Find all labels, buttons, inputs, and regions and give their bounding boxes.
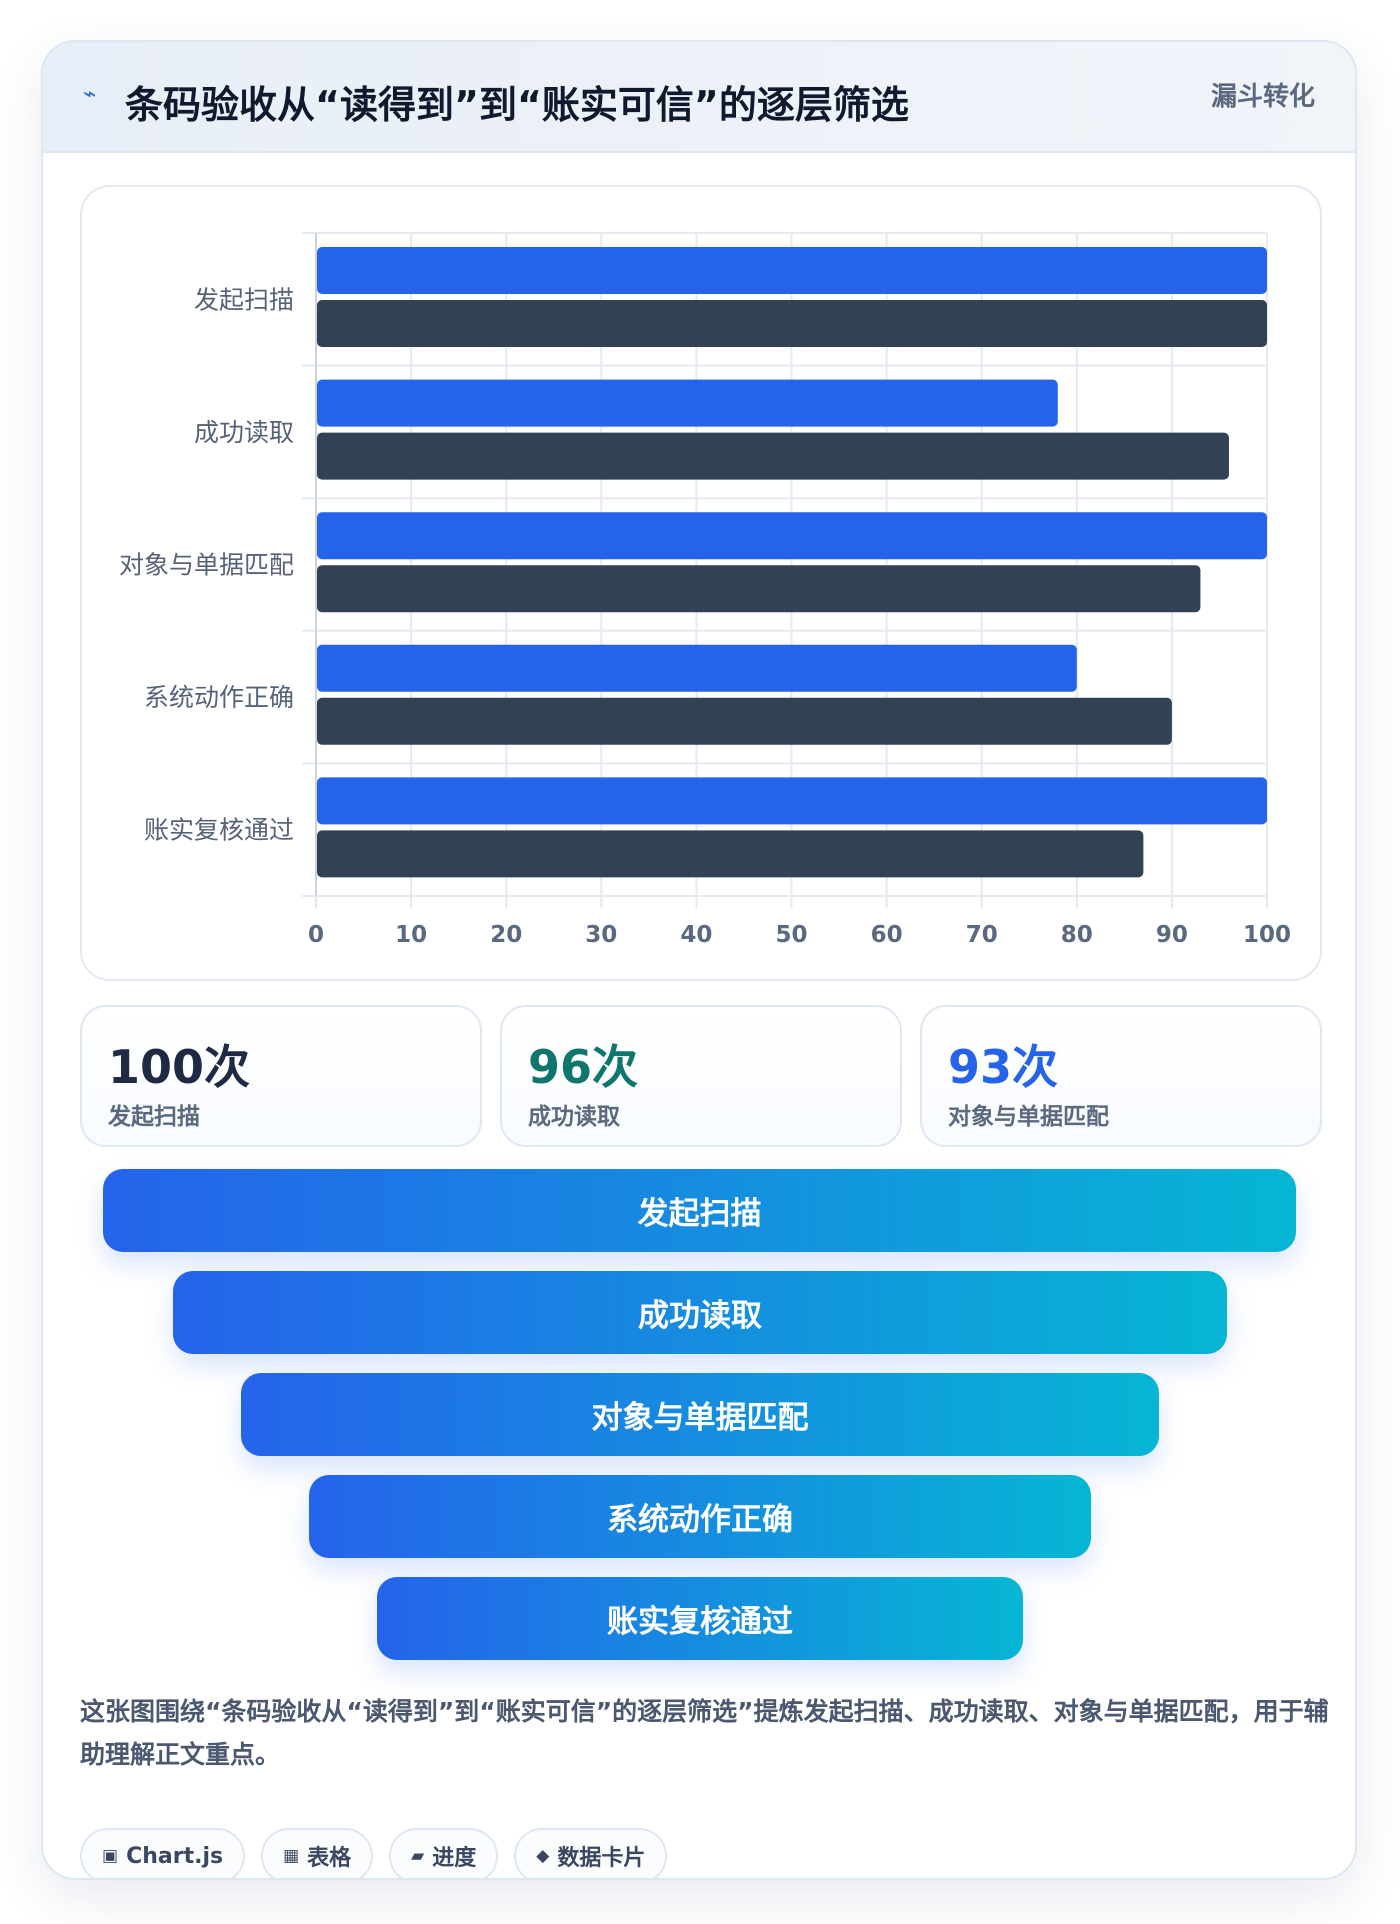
funnel-step-label: 发起扫描	[637, 1196, 762, 1232]
x-tick-label: 30	[585, 922, 617, 948]
category-tag: 漏斗转化	[1210, 82, 1315, 112]
table-icon: ▦	[283, 1846, 300, 1866]
tag-chips: ▣ Chart.js ▦ 表格 ▰ 进度 ◆ 数据卡片	[80, 1828, 668, 1878]
x-tick-label: 40	[680, 922, 712, 948]
bar-2-3	[317, 565, 1201, 613]
chip-data-card[interactable]: ◆ 数据卡片	[514, 1828, 668, 1878]
stat-card-1: 100次 发起扫描	[80, 1005, 482, 1147]
funnel-step-label: 系统动作正确	[607, 1502, 793, 1538]
category-label: 成功读取	[194, 418, 294, 447]
funnel-step-3: 对象与单据匹配	[241, 1373, 1159, 1456]
bar-2-1	[317, 300, 1267, 347]
category-label: 发起扫描	[194, 285, 294, 314]
funnel-step-2: 成功读取	[173, 1271, 1227, 1354]
chip-table[interactable]: ▦ 表格	[261, 1828, 374, 1878]
x-tick-label: 100	[1243, 922, 1291, 948]
caption-text: 这张图围绕“条码验收从“读得到”到“账实可信”的逐层筛选”提炼发起扫描、成功读取…	[80, 1697, 1329, 1769]
funnel-step-5: 账实复核通过	[377, 1577, 1023, 1660]
bar-1-1	[317, 247, 1267, 294]
stat-label: 发起扫描	[108, 1104, 200, 1130]
bar-2-2	[317, 432, 1229, 480]
chip-progress[interactable]: ▰ 进度	[389, 1828, 499, 1878]
progress-icon: ▰	[411, 1846, 425, 1866]
funnel-step-1: 发起扫描	[103, 1169, 1296, 1252]
category-label: 账实复核通过	[144, 816, 294, 845]
chip-label: 表格	[307, 1846, 352, 1871]
x-tick-label: 90	[1156, 922, 1188, 948]
stat-label: 成功读取	[528, 1104, 620, 1130]
chip-label: Chart.js	[126, 1843, 224, 1869]
x-tick-label: 80	[1061, 922, 1093, 948]
funnel-step-label: 对象与单据匹配	[591, 1400, 809, 1436]
stat-value: 100次	[108, 1040, 251, 1094]
funnel-step-4: 系统动作正确	[309, 1475, 1091, 1558]
stat-card-3: 93次 对象与单据匹配	[920, 1005, 1322, 1147]
stat-label: 对象与单据匹配	[948, 1104, 1109, 1130]
stat-value: 93次	[948, 1040, 1059, 1094]
bar-2-5	[317, 830, 1144, 878]
bar-1-5	[317, 777, 1267, 825]
x-tick-label: 70	[966, 922, 998, 948]
chip-label: 进度	[432, 1846, 477, 1871]
bar-1-2	[317, 379, 1058, 427]
bolt-icon: ⌁	[83, 82, 97, 107]
infographic-card: ⌁ 条码验收从“读得到”到“账实可信”的逐层筛选 漏斗转化 发起扫描 成功读取 对象…	[41, 40, 1357, 1880]
bar-2-4	[317, 697, 1172, 745]
card-icon: ◆	[536, 1846, 550, 1866]
category-label: 对象与单据匹配	[119, 551, 294, 580]
x-tick-label: 10	[395, 922, 427, 948]
x-tick-label: 20	[490, 922, 522, 948]
bar-1-4	[317, 644, 1077, 692]
card-header: ⌁ 条码验收从“读得到”到“账实可信”的逐层筛选 漏斗转化	[43, 42, 1355, 153]
stat-value: 96次	[528, 1040, 639, 1094]
bar-1-3	[317, 512, 1267, 560]
category-label: 系统动作正确	[144, 683, 294, 712]
x-tick-label: 60	[871, 922, 903, 948]
chip-label: 数据卡片	[557, 1846, 646, 1871]
chip-chartjs[interactable]: ▣ Chart.js	[80, 1828, 246, 1878]
page-title: 条码验收从“读得到”到“账实可信”的逐层筛选	[125, 83, 909, 127]
funnel-step-label: 成功读取	[638, 1298, 762, 1334]
x-tick-label: 0	[308, 922, 324, 948]
stat-card-2: 96次 成功读取	[500, 1005, 902, 1147]
funnel-step-label: 账实复核通过	[607, 1604, 793, 1640]
bar-chart-panel: 发起扫描成功读取对象与单据匹配系统动作正确 账实复核通过 0 10 20 30 40 50 60…	[80, 185, 1322, 981]
x-tick-label: 50	[775, 922, 807, 948]
chart-icon: ▣	[102, 1846, 119, 1866]
